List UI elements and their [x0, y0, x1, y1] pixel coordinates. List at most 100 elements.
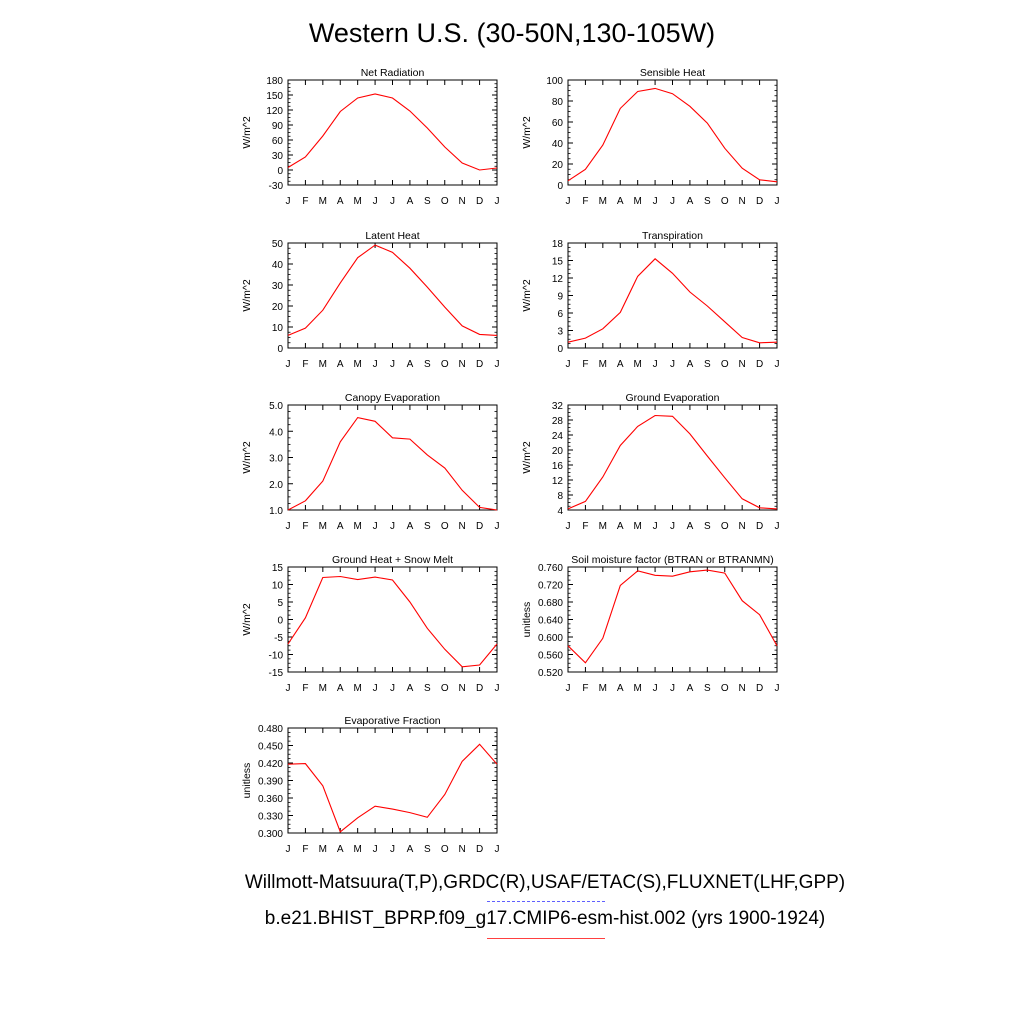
x-tick-label: J: [286, 521, 291, 532]
x-tick-label: J: [775, 359, 780, 370]
x-tick-label: M: [353, 521, 361, 532]
x-tick-label: M: [319, 359, 327, 370]
y-axis-label: unitless: [521, 602, 533, 638]
x-tick-label: A: [617, 683, 624, 694]
y-tick-label: 0.450: [258, 742, 283, 753]
x-tick-label: A: [337, 521, 344, 532]
x-tick-label: A: [687, 683, 694, 694]
y-tick-label: 0: [277, 166, 283, 177]
x-tick-label: N: [459, 196, 466, 207]
y-tick-label: 28: [552, 416, 564, 427]
x-tick-label: J: [373, 196, 378, 207]
x-tick-label: A: [687, 521, 694, 532]
x-tick-label: D: [476, 683, 483, 694]
x-tick-label: J: [775, 521, 780, 532]
y-tick-label: 16: [552, 461, 564, 472]
plot-frame: [287, 79, 498, 186]
x-tick-label: O: [441, 359, 449, 370]
x-tick-label: M: [353, 844, 361, 855]
x-tick-label: M: [633, 683, 641, 694]
y-tick-label: 10: [272, 323, 284, 334]
x-tick-label: M: [633, 196, 641, 207]
y-axis-label: W/m^2: [521, 279, 533, 312]
x-tick-label: J: [390, 521, 395, 532]
x-tick-label: J: [373, 359, 378, 370]
x-tick-label: J: [286, 359, 291, 370]
x-tick-label: J: [670, 359, 675, 370]
x-tick-label: N: [739, 521, 746, 532]
x-tick-label: D: [476, 196, 483, 207]
series-line: [287, 575, 498, 668]
x-tick-label: F: [582, 196, 588, 207]
x-tick-label: S: [704, 196, 711, 207]
x-tick-label: J: [653, 359, 658, 370]
y-axis-label: W/m^2: [241, 441, 253, 474]
x-tick-label: O: [721, 521, 729, 532]
y-tick-label: 0.600: [538, 633, 563, 644]
plot-frame: [567, 79, 778, 186]
x-tick-label: J: [495, 683, 500, 694]
y-tick-label: 0.680: [538, 598, 563, 609]
y-tick-label: 0.640: [538, 616, 563, 627]
series-line: [287, 416, 498, 511]
series-line: [287, 743, 498, 833]
x-tick-label: M: [319, 683, 327, 694]
x-tick-label: J: [566, 196, 571, 207]
x-tick-label: S: [424, 683, 431, 694]
x-tick-label: J: [495, 844, 500, 855]
x-tick-label: D: [756, 196, 763, 207]
x-tick-label: O: [441, 844, 449, 855]
x-tick-label: O: [721, 683, 729, 694]
y-tick-label: 0.560: [538, 651, 563, 662]
y-tick-label: 10: [272, 581, 284, 592]
x-tick-label: O: [721, 196, 729, 207]
x-tick-label: A: [617, 521, 624, 532]
x-tick-label: O: [441, 683, 449, 694]
x-tick-label: A: [337, 844, 344, 855]
series-line: [287, 93, 498, 171]
y-tick-label: 18: [552, 239, 564, 250]
x-tick-label: M: [319, 844, 327, 855]
chart-title: Net Radiation: [361, 67, 425, 79]
plot-frame: [567, 566, 778, 673]
y-tick-label: 80: [552, 97, 564, 108]
y-tick-label: 60: [552, 118, 564, 129]
x-tick-label: F: [302, 844, 308, 855]
y-tick-label: 5: [277, 598, 283, 609]
x-tick-label: F: [582, 359, 588, 370]
y-tick-label: 0.300: [258, 829, 283, 840]
x-tick-label: J: [373, 521, 378, 532]
x-tick-label: D: [756, 359, 763, 370]
plot-frame: [567, 242, 778, 349]
y-axis-label: W/m^2: [241, 603, 253, 636]
y-tick-label: 32: [552, 401, 564, 412]
y-tick-label: 12: [552, 476, 564, 487]
series-line: [567, 258, 778, 344]
x-tick-label: J: [495, 196, 500, 207]
x-tick-label: J: [566, 683, 571, 694]
x-tick-label: J: [390, 844, 395, 855]
x-tick-label: A: [337, 683, 344, 694]
y-tick-label: 4: [557, 506, 563, 517]
y-axis-label: W/m^2: [521, 441, 533, 474]
y-tick-label: 120: [266, 106, 283, 117]
x-tick-label: D: [476, 359, 483, 370]
x-tick-label: S: [424, 521, 431, 532]
x-tick-label: J: [775, 196, 780, 207]
x-tick-label: O: [441, 521, 449, 532]
x-tick-label: J: [495, 521, 500, 532]
model-legend-line: [487, 938, 605, 939]
plot-frame: [567, 404, 778, 511]
page-title: Western U.S. (30-50N,130-105W): [308, 18, 716, 48]
chart-title: Latent Heat: [365, 230, 419, 242]
x-tick-label: J: [653, 521, 658, 532]
y-tick-label: 100: [546, 76, 563, 87]
x-tick-label: F: [302, 683, 308, 694]
y-tick-label: 60: [272, 136, 284, 147]
y-tick-label: 90: [272, 121, 284, 132]
x-tick-label: N: [459, 521, 466, 532]
chart-title: Sensible Heat: [640, 67, 705, 79]
y-tick-label: 15: [552, 257, 564, 268]
x-tick-label: N: [459, 359, 466, 370]
